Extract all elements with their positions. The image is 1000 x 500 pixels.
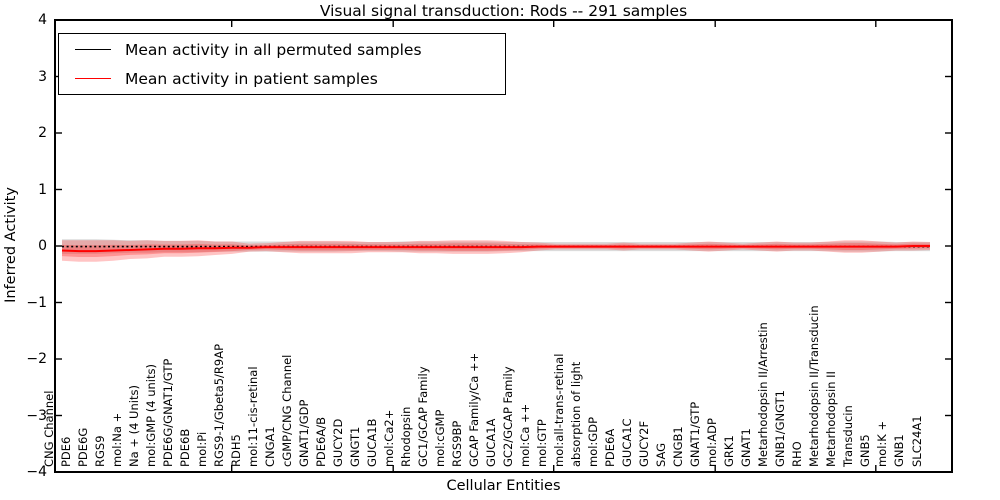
x-tick-label: SLC24A1 bbox=[909, 415, 924, 467]
x-tick-label: Rhodopsin bbox=[398, 406, 413, 467]
x-tick-label: GCAP Family/Ca ++ bbox=[466, 352, 481, 467]
x-tick-label: PDE6G/GNAT1/GTP bbox=[160, 358, 175, 467]
x-tick-label: Na + (4 Units) bbox=[126, 385, 141, 467]
y-tick-label: 0 bbox=[38, 238, 47, 254]
patient-mean-line bbox=[61, 245, 930, 253]
y-tick-label: 4 bbox=[38, 12, 47, 28]
x-tick-label: PDE6 bbox=[58, 436, 73, 467]
x-tick-label: mol:K + bbox=[875, 420, 890, 467]
y-tick-label: 3 bbox=[38, 68, 47, 85]
x-tick-label: GUCA1B bbox=[364, 418, 379, 467]
x-tick-label: absorption of light bbox=[569, 361, 584, 467]
x-tick-label: mol:Pi bbox=[194, 431, 209, 467]
x-tick-label: PDE6B bbox=[177, 428, 192, 467]
x-tick-label: mol:all-trans-retinal bbox=[552, 353, 567, 467]
y-tick-label: −1 bbox=[26, 294, 47, 311]
x-tick-label: RGS9-1/Gbeta5/R9AP bbox=[211, 343, 226, 467]
x-tick-label: CNGB1 bbox=[671, 426, 686, 467]
x-tick-label: GUCA1A bbox=[484, 418, 498, 467]
legend-label-permuted: Mean activity in all permuted samples bbox=[125, 40, 422, 59]
x-tick-label: mol:cGMP bbox=[432, 409, 447, 467]
x-tick-label: GNB5 bbox=[858, 434, 873, 467]
y-tick-label: −4 bbox=[26, 464, 47, 480]
x-tick-label: mol:Ca ++ bbox=[518, 403, 533, 467]
x-tick-label: PDE6A bbox=[603, 428, 618, 467]
x-tick-label: RGS9 bbox=[92, 435, 107, 467]
x-tick-label: CNGA1 bbox=[262, 426, 277, 467]
x-tick-label: RDH5 bbox=[228, 434, 243, 467]
x-tick-label: GUCY2F bbox=[637, 420, 652, 467]
permuted-line-swatch-icon bbox=[75, 49, 111, 50]
x-tick-label: CNG Channel bbox=[41, 390, 56, 467]
x-tick-label: mol:GDP bbox=[586, 416, 601, 467]
legend-label-patient: Mean activity in patient samples bbox=[125, 69, 378, 88]
x-tick-label: GC2/GCAP Family bbox=[501, 366, 516, 467]
x-axis-label: Cellular Entities bbox=[446, 478, 561, 494]
x-tick-label: GC1/GCAP Family bbox=[415, 366, 430, 467]
chart-title: Visual signal transduction: Rods -- 291 … bbox=[319, 2, 688, 20]
x-tick-label: mol:GMP (4 units) bbox=[143, 364, 158, 467]
x-tick-label: GNAT1/GDP bbox=[296, 399, 311, 467]
x-tick-label: GNB1/GNGT1 bbox=[773, 390, 788, 467]
y-tick-label: 2 bbox=[38, 125, 47, 141]
x-tick-label: GRK1 bbox=[722, 435, 737, 467]
x-tick-label: mol:Ca2+ bbox=[381, 409, 396, 467]
x-tick-label: mol:ADP bbox=[705, 418, 720, 467]
patient-line-swatch-icon bbox=[75, 78, 111, 79]
x-tick-label: Metarhodopsin II/Arrestin bbox=[756, 322, 771, 467]
x-tick-label: cGMP/CNG Channel bbox=[279, 354, 294, 467]
x-tick-label: PDE6G bbox=[75, 427, 90, 467]
y-tick-label: 1 bbox=[38, 181, 47, 198]
x-tick-label: mol:Na + bbox=[109, 412, 124, 467]
x-tick-label: Metarhodopsin II bbox=[824, 371, 839, 467]
x-tick-label: GUCY2D bbox=[330, 418, 345, 467]
legend-entry-permuted: Mean activity in all permuted samples bbox=[59, 41, 505, 59]
legend-entry-patient: Mean activity in patient samples bbox=[59, 70, 505, 88]
x-tick-label: GNB1 bbox=[892, 434, 907, 467]
x-tick-label: RHO bbox=[790, 441, 805, 467]
y-tick-label: −2 bbox=[26, 351, 47, 367]
x-tick-label: GNGT1 bbox=[347, 426, 362, 467]
x-tick-label: Metarhodopsin II/Transducin bbox=[807, 305, 822, 467]
x-tick-label: GNAT1/GTP bbox=[688, 401, 703, 467]
x-tick-label: mol:GTP bbox=[535, 419, 550, 467]
x-tick-label: RGS9BP bbox=[449, 420, 464, 467]
x-tick-label: SAG bbox=[654, 442, 669, 467]
legend: Mean activity in all permuted samples Me… bbox=[58, 33, 506, 95]
x-tick-label: GUCA1C bbox=[620, 418, 635, 467]
x-tick-label: mol:11-cis-retinal bbox=[245, 366, 260, 467]
x-tick-label: Transducin bbox=[841, 405, 856, 467]
x-tick-label: PDE6A/B bbox=[313, 416, 328, 467]
y-tick-label: −3 bbox=[26, 407, 47, 424]
x-tick-label: GNAT1 bbox=[739, 428, 754, 467]
